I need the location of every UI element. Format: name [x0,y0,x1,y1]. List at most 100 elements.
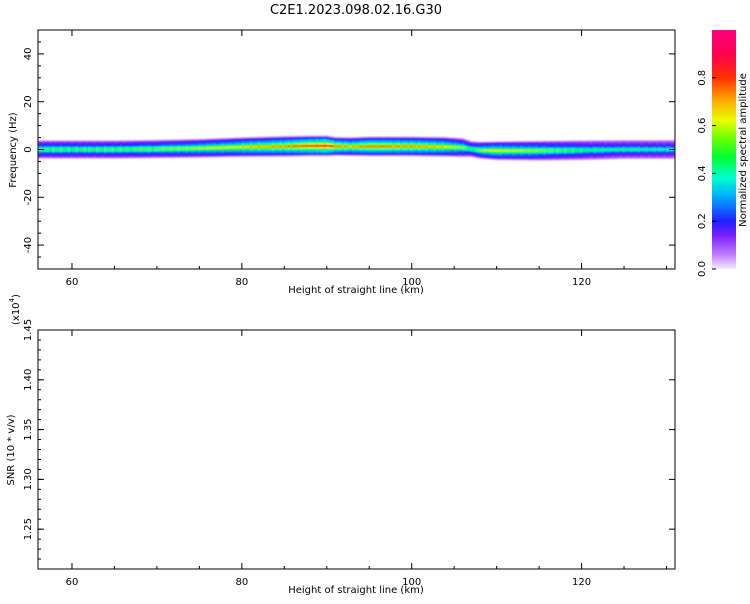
heatmap-cell [274,145,277,148]
heatmap-cell [78,148,81,151]
heatmap-cell [470,148,473,150]
heatmap-cell [228,146,231,149]
heatmap-cell [528,149,531,152]
x-tick-label: 80 [235,577,248,588]
heatmap-cell [126,148,129,151]
heatmap-cell [142,148,145,151]
heatmap-cell [504,149,507,152]
heatmap-cell [450,146,453,149]
heatmap-cell [322,144,325,147]
heatmap-cell [512,149,515,152]
heatmap-cell [250,145,253,148]
heatmap-cell [478,149,481,152]
heatmap-cell [174,147,177,150]
heatmap-cell [454,146,457,149]
heatmap-cell [540,149,543,152]
heatmap-cell [300,145,303,148]
heatmap-cell [158,148,161,150]
heatmap-cell [448,146,451,148]
heatmap-cell [318,144,321,147]
heatmap-cell [594,149,597,151]
heatmap-cell [404,145,407,148]
heatmap-cell [362,145,365,148]
heatmap-cell [564,149,567,152]
heatmap-cell [64,148,67,151]
heatmap-cell [316,144,319,147]
heatmap-cell [342,145,345,148]
heatmap-cell [548,149,551,152]
heatmap-cell [68,148,71,151]
heatmap-cell [642,148,645,151]
heatmap-cell [214,146,217,149]
heatmap-cell [566,149,569,152]
heatmap-cell [124,148,127,151]
snr-y-axis-label: SNR (10 * v/v) [6,414,17,485]
heatmap-cell [268,145,271,148]
heatmap-cell [374,145,377,148]
heatmap-cell [516,149,519,152]
heatmap-cell [420,145,423,148]
heatmap-cell [146,148,149,151]
snr-panel: 60 80 100 120 1.45 1.40 1.35 1.30 1.25 Height of… [6,294,676,596]
heatmap-cell [106,148,109,151]
heatmap-cell [260,145,263,148]
heatmap-cell [312,144,315,147]
heatmap-cell [336,145,339,148]
heatmap-cell [590,149,593,152]
heatmap-cell [194,147,197,150]
heatmap-cell [164,147,167,150]
heatmap-cell [278,145,281,148]
heatmap-cell [440,145,443,148]
heatmap-cell [112,148,115,151]
heatmap-cell [168,147,171,150]
heatmap-cell [398,145,401,148]
heatmap-cell [452,146,455,149]
heatmap-cell [508,149,511,152]
x-tick-label: 60 [66,577,79,588]
heatmap-cell [188,147,191,150]
heatmap-cell [410,145,413,148]
heatmap-cell [408,145,411,148]
heatmap-cell [358,145,361,148]
heatmap-cell [550,149,553,152]
x-tick-label: 80 [235,277,248,288]
heatmap-cell [290,145,293,148]
heatmap-cell [104,148,107,151]
heatmap-cell [156,148,159,150]
heatmap-cell [220,146,223,149]
heatmap-cell [114,148,117,151]
heatmap-cell [302,145,305,147]
heatmap-cell [224,146,227,149]
heatmap-cell [664,148,667,151]
heatmap-cell [198,147,201,150]
heatmap-cell [172,147,175,150]
heatmap-cell [352,145,355,148]
heatmap-cell [652,148,655,151]
heatmap-cell [296,145,299,148]
heatmap-cell [282,145,285,148]
heatmap-cell [80,148,83,151]
heatmap-cell [462,146,465,149]
heatmap-cell [588,149,591,152]
heatmap-cell [280,145,283,148]
heatmap-cell [514,149,517,152]
heatmap-cell [324,144,327,147]
heatmap-cell [98,148,101,151]
heatmap-cell [490,149,493,152]
heatmap-cell [638,148,641,151]
heatmap-cell [230,146,233,149]
heatmap-cell [246,146,249,148]
heatmap-cell [364,145,367,148]
heatmap-cell [72,148,75,151]
heatmap-cell [628,148,631,151]
heatmap-cell [86,148,89,151]
heatmap-cell [56,148,59,151]
figure-title: C2E1.2023.098.02.16.G30 [270,3,442,18]
heatmap-cell [306,145,309,147]
heatmap-cell [140,148,143,151]
heatmap-cell [288,145,291,148]
heatmap-cell [644,148,647,151]
heatmap-cell [640,148,643,151]
heatmap-cell [570,149,573,152]
